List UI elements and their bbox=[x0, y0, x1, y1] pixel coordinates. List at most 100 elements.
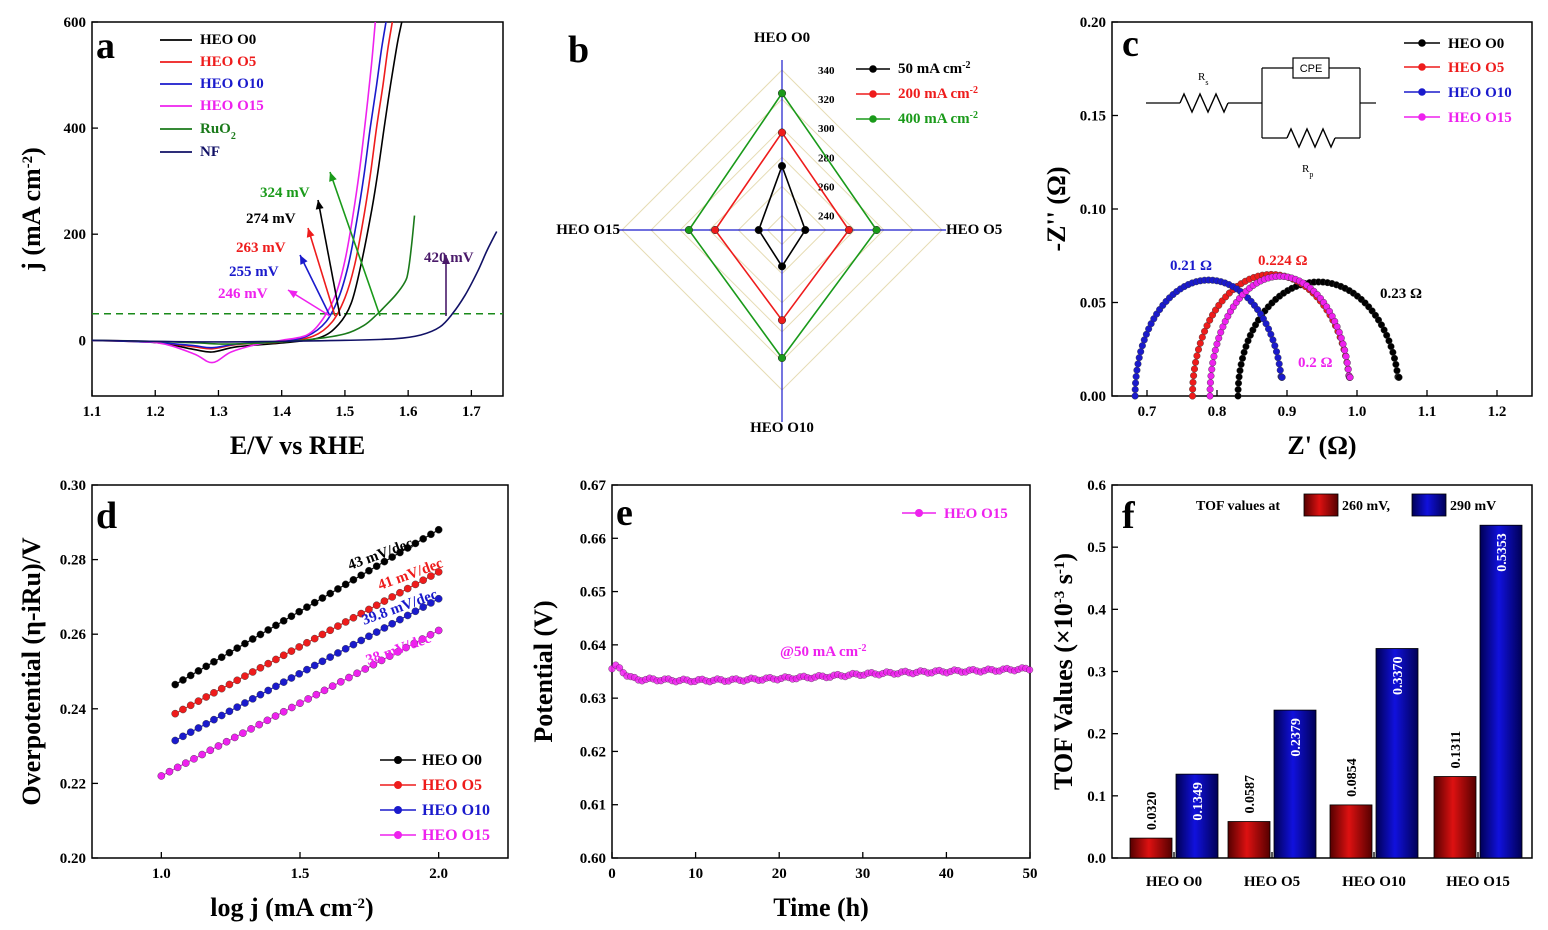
d-data-point bbox=[241, 639, 249, 648]
a-annotation-label: 263 mV bbox=[236, 240, 286, 256]
d-data-point bbox=[334, 585, 342, 593]
d-data-point bbox=[304, 695, 312, 703]
c-data-point bbox=[1346, 373, 1354, 381]
c-legend-label: HEO O15 bbox=[1448, 110, 1512, 126]
c-data-point bbox=[1206, 385, 1214, 393]
d-data-point bbox=[372, 628, 381, 636]
d-data-point bbox=[403, 544, 412, 552]
d-data-point bbox=[411, 607, 420, 616]
d-data-point bbox=[225, 648, 234, 657]
a-y-tick-label: 200 bbox=[64, 227, 87, 243]
d-data-point bbox=[233, 644, 241, 652]
d-data-point bbox=[353, 669, 361, 678]
a-annotation-label: 274 mV bbox=[246, 211, 296, 227]
c-data-point bbox=[1133, 366, 1141, 374]
f-category-label: HEO O15 bbox=[1446, 874, 1510, 890]
b-axis-name: HEO O15 bbox=[556, 222, 620, 238]
d-data-point bbox=[318, 630, 327, 639]
d-legend-marker bbox=[394, 831, 402, 839]
d-data-point bbox=[334, 649, 342, 657]
d-data-point bbox=[241, 672, 249, 680]
c-data-point bbox=[1390, 354, 1398, 362]
c-data-point bbox=[1131, 385, 1139, 393]
f-bar-260mv bbox=[1129, 837, 1173, 859]
d-data-point bbox=[157, 772, 166, 780]
f-bar-260mv bbox=[1227, 821, 1271, 859]
a-legend-label: RuO2 bbox=[200, 121, 236, 142]
c-data-point bbox=[1193, 352, 1201, 360]
f-bar-290mv bbox=[1175, 773, 1219, 859]
b-data-point bbox=[684, 225, 693, 235]
f-bar-value-label: 0.2379 bbox=[1289, 718, 1304, 757]
c-data-point bbox=[1132, 373, 1140, 381]
a-annotation-label: 420 mV bbox=[424, 250, 474, 266]
d-data-point bbox=[341, 580, 350, 589]
c-data-point bbox=[1236, 367, 1244, 375]
d-data-point bbox=[272, 682, 280, 691]
d-data-point bbox=[388, 619, 396, 628]
panel-a-letter: a bbox=[96, 25, 115, 67]
d-data-point bbox=[320, 686, 329, 695]
d-data-point bbox=[217, 684, 226, 693]
d-data-point bbox=[380, 557, 389, 566]
a-legend-label: HEO O15 bbox=[200, 98, 264, 114]
d-data-point bbox=[194, 697, 203, 705]
c-y-tick-label: 0.15 bbox=[1080, 109, 1106, 125]
c-resistance-label: 0.224 Ω bbox=[1258, 253, 1308, 269]
d-data-point bbox=[214, 742, 223, 750]
c-data-point bbox=[1240, 348, 1248, 356]
b-data-point bbox=[777, 161, 787, 171]
f-bar-290mv bbox=[1479, 524, 1523, 859]
f-y-tick-label: 0.3 bbox=[1087, 665, 1106, 681]
c-data-point bbox=[1237, 360, 1245, 368]
f-y-tick-label: 0.0 bbox=[1087, 851, 1106, 867]
a-curve-heo-o15 bbox=[92, 22, 377, 364]
a-annotation-arrow-head bbox=[329, 172, 337, 182]
c-legend-marker bbox=[1418, 113, 1426, 121]
d-data-point bbox=[217, 711, 226, 720]
b-data-point bbox=[777, 262, 787, 271]
panel-c-letter: c bbox=[1122, 23, 1139, 65]
f-legend-label: 290 mV bbox=[1450, 499, 1496, 514]
b-legend-marker bbox=[869, 65, 877, 73]
d-data-point bbox=[288, 703, 296, 712]
c-data-point bbox=[1235, 379, 1243, 387]
d-data-point bbox=[427, 599, 435, 607]
d-data-point bbox=[411, 539, 420, 548]
d-data-point bbox=[190, 755, 198, 763]
panel-d-letter: d bbox=[96, 495, 117, 537]
c-y-tick-label: 0.10 bbox=[1080, 202, 1106, 218]
d-slope-label: 38 mV/dec bbox=[364, 630, 434, 668]
a-annotation-label: 255 mV bbox=[229, 264, 279, 280]
d-data-point bbox=[419, 535, 427, 543]
c-data-point bbox=[1341, 346, 1349, 354]
c-circuit-resistor-rs bbox=[1179, 92, 1229, 114]
a-curve-ruo2 bbox=[92, 215, 416, 345]
c-legend-label: HEO O10 bbox=[1448, 85, 1512, 101]
d-data-point bbox=[287, 674, 296, 682]
f-bar-260mv bbox=[1433, 776, 1477, 859]
a-legend-label: HEO O0 bbox=[200, 32, 256, 48]
d-data-point bbox=[248, 635, 257, 643]
d-data-point bbox=[210, 689, 218, 697]
f-bar-290mv bbox=[1375, 648, 1419, 859]
d-data-point bbox=[241, 699, 249, 707]
c-data-point bbox=[1192, 358, 1200, 366]
c-circuit-rp-label: Rp bbox=[1302, 163, 1313, 179]
d-data-point bbox=[419, 603, 427, 611]
d-data-point bbox=[186, 701, 195, 710]
a-annotation-arrow-head bbox=[300, 255, 308, 265]
b-radial-tick-label: 240 bbox=[818, 210, 835, 222]
f-y-axis-label: TOF Values (×10-3 s-1) bbox=[1049, 553, 1078, 790]
c-x-tick-label: 0.7 bbox=[1138, 404, 1157, 420]
d-data-point bbox=[256, 663, 265, 672]
d-data-point bbox=[210, 657, 218, 666]
d-data-point bbox=[295, 643, 303, 651]
d-data-point bbox=[202, 720, 210, 728]
a-annotation-label: 246 mV bbox=[218, 286, 268, 302]
c-data-point bbox=[1389, 348, 1397, 356]
d-data-point bbox=[202, 662, 210, 671]
f-legend-swatch-blue bbox=[1411, 493, 1447, 517]
d-data-point bbox=[182, 759, 190, 767]
